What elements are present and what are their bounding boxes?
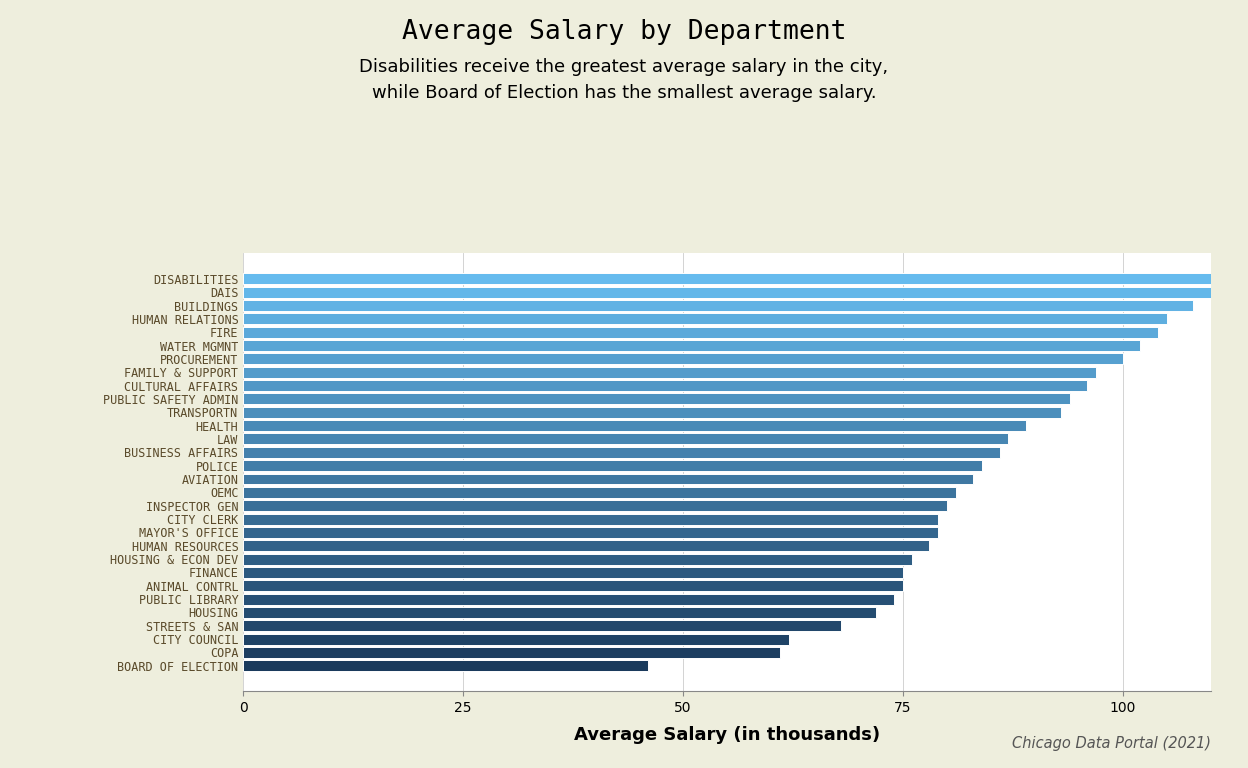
Bar (243, 447, 1000, 458)
Bar (243, 567, 902, 578)
Bar (243, 594, 894, 604)
Text: Disabilities receive the greatest average salary in the city,
while Board of Ele: Disabilities receive the greatest averag… (359, 58, 889, 102)
Bar (243, 313, 1167, 324)
Bar (243, 554, 911, 564)
Text: Average Salary by Department: Average Salary by Department (402, 19, 846, 45)
Bar (243, 540, 930, 551)
Bar (243, 380, 1087, 391)
Bar (243, 286, 1228, 298)
Bar (243, 474, 973, 485)
Bar (243, 607, 876, 618)
Bar (243, 581, 902, 591)
Text: Chicago Data Portal (2021): Chicago Data Portal (2021) (1012, 736, 1211, 751)
Bar (243, 407, 1061, 418)
Bar (243, 326, 1158, 338)
Bar (243, 514, 938, 525)
Bar (243, 634, 789, 644)
Bar (243, 460, 982, 471)
Bar (243, 393, 1070, 405)
Bar (243, 353, 1123, 364)
Bar (243, 420, 1026, 431)
Bar (243, 647, 780, 658)
Bar (243, 527, 938, 538)
Bar (243, 487, 956, 498)
Bar (243, 433, 1008, 445)
Bar (243, 621, 841, 631)
Bar (243, 500, 947, 511)
Bar (243, 660, 648, 671)
Bar (243, 340, 1141, 351)
Bar (243, 367, 1096, 378)
X-axis label: Average Salary (in thousands): Average Salary (in thousands) (574, 726, 880, 744)
Bar (243, 300, 1193, 311)
Bar (243, 273, 1248, 284)
